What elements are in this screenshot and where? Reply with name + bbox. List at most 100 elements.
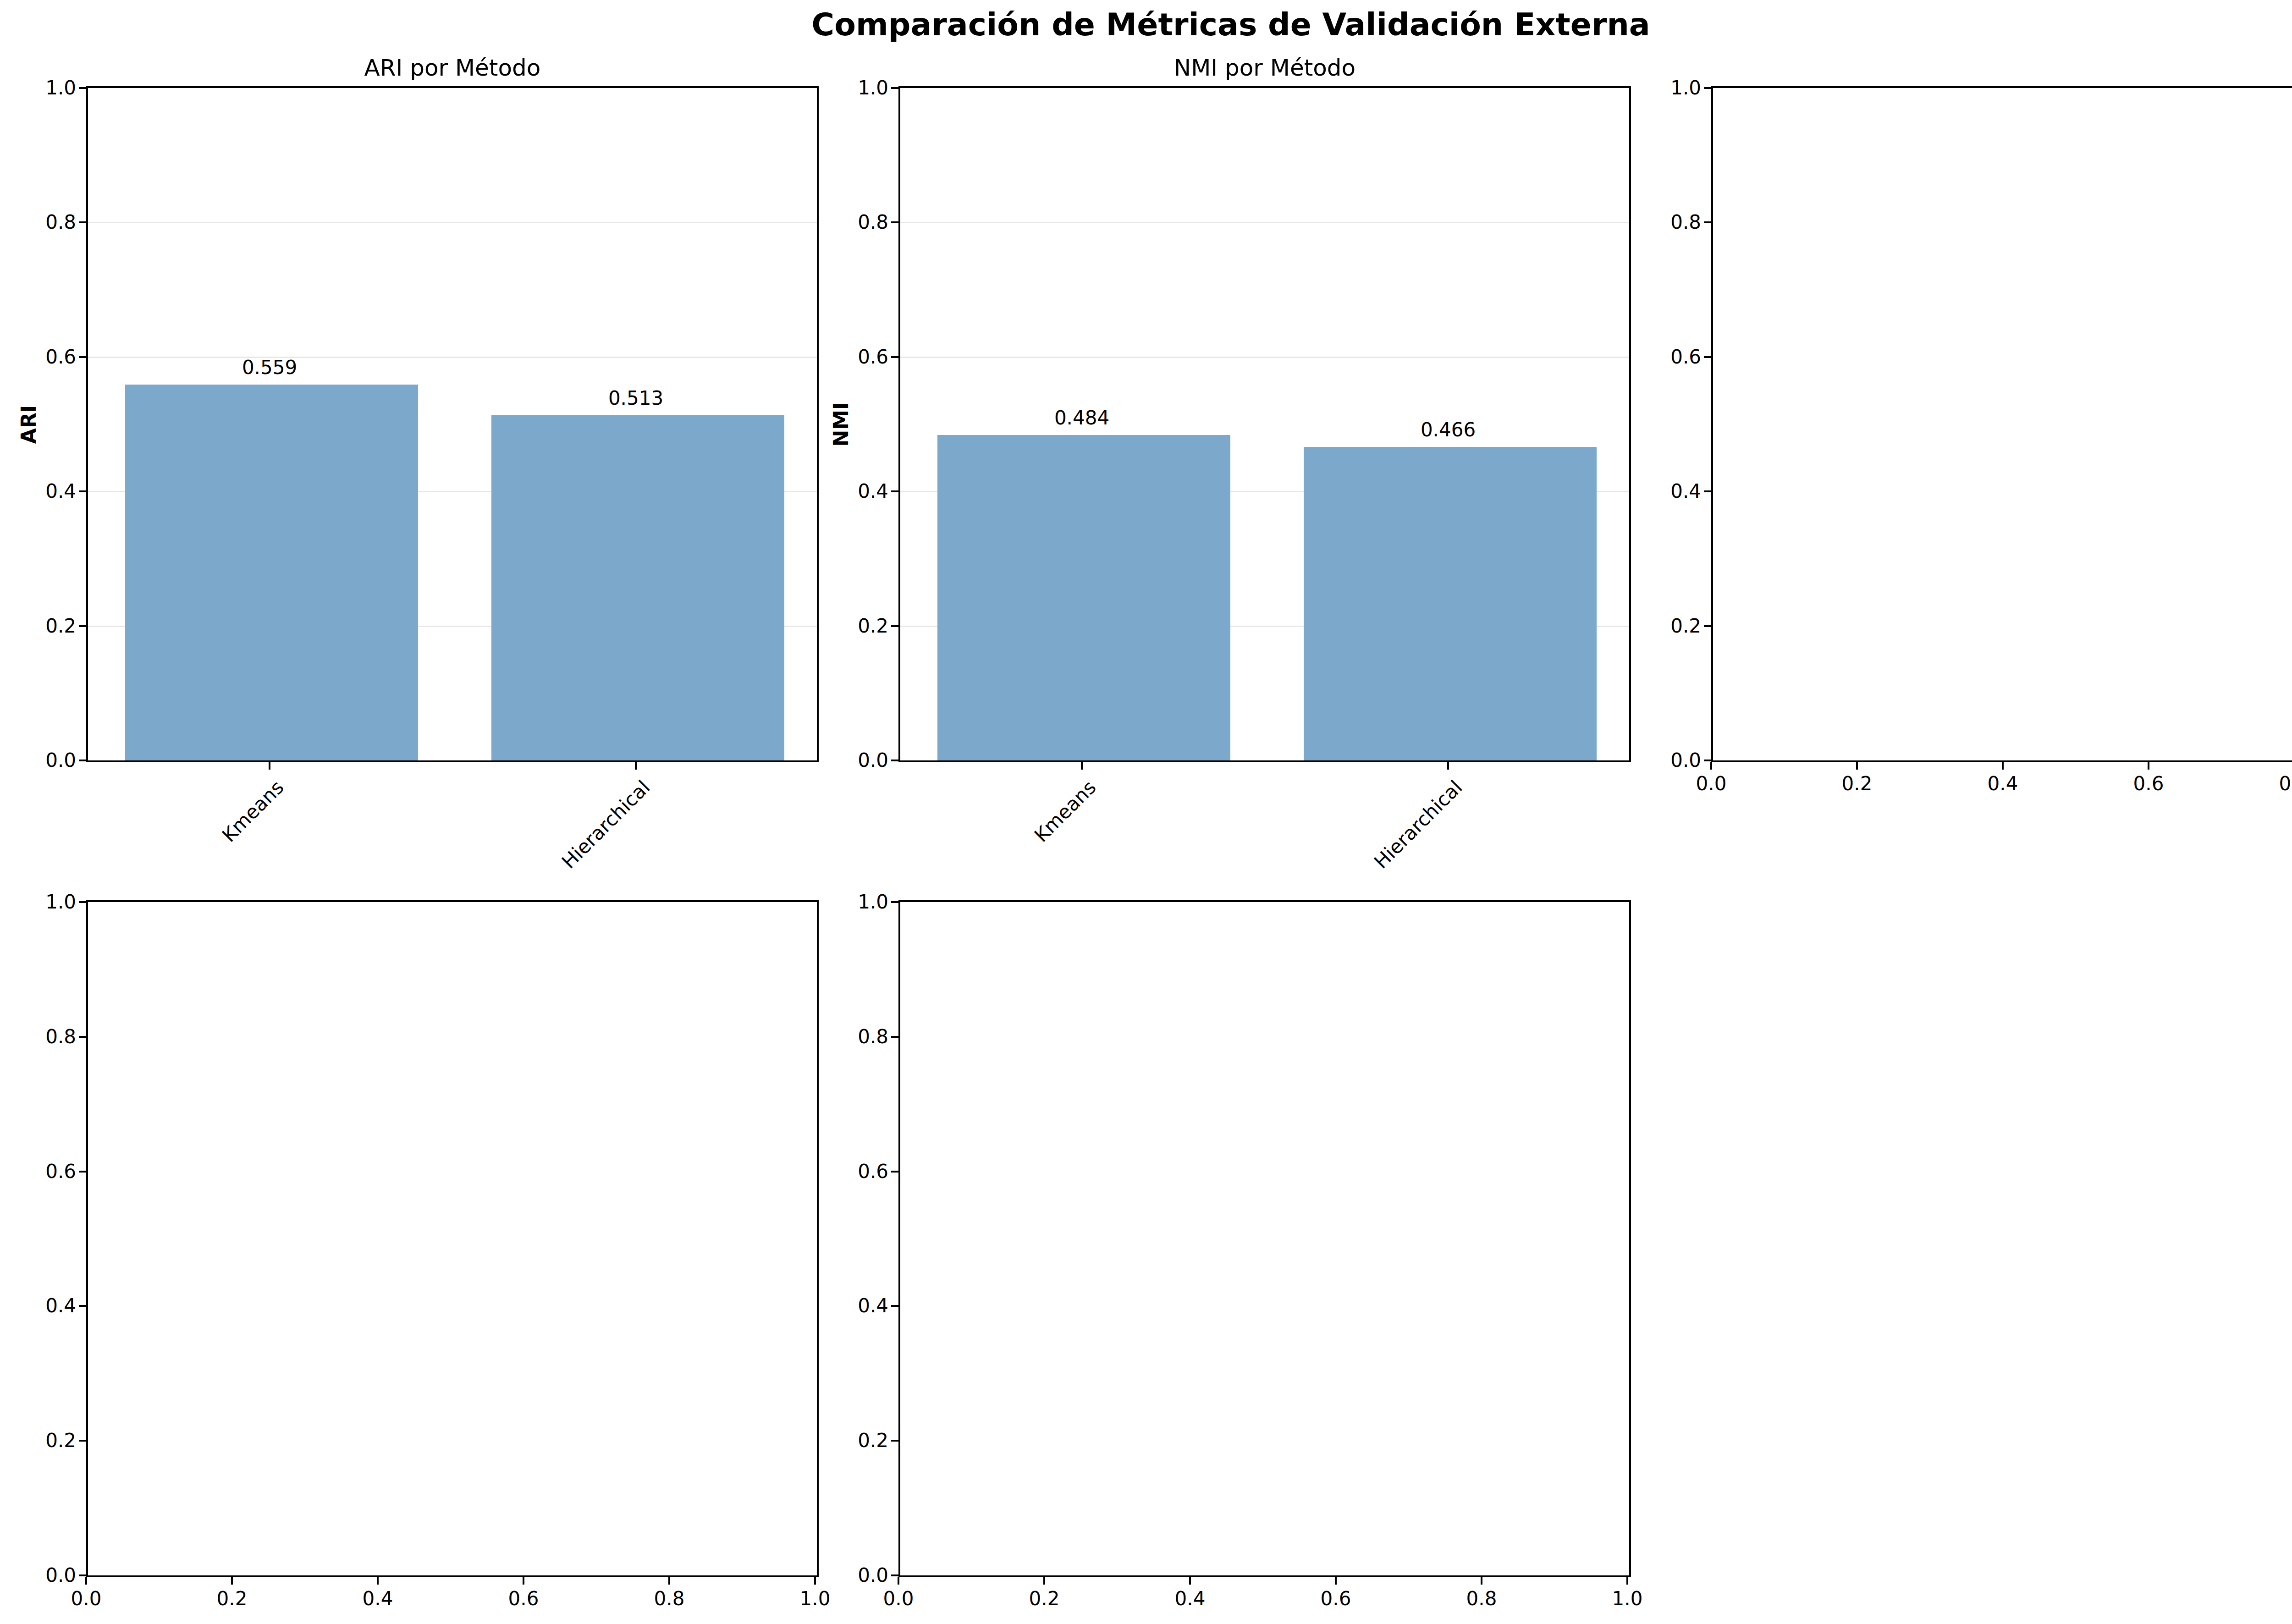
y-tick [79, 901, 86, 903]
y-tick-label: 0.0 [1564, 749, 1701, 772]
y-tick [79, 625, 86, 627]
x-tick-label: 0.2 [163, 1587, 301, 1610]
y-tick-label: 0.6 [1564, 346, 1701, 369]
x-tick-label: 0.2 [975, 1587, 1113, 1610]
x-tick-label: 0.8 [1413, 1587, 1550, 1610]
y-tick [79, 221, 86, 223]
x-tick-label: 0.0 [830, 1587, 967, 1610]
bar-hierarchical [491, 415, 784, 760]
y-tick-label: 0.4 [0, 1294, 76, 1317]
y-tick-label: 0.8 [751, 1025, 888, 1048]
y-tick [891, 625, 898, 627]
y-tick-label: 0.8 [0, 211, 76, 234]
x-tick [231, 1577, 233, 1585]
y-tick-label: 0.0 [0, 749, 76, 772]
x-tick-label: 0.6 [2080, 772, 2217, 795]
y-tick-label: 1.0 [0, 891, 76, 914]
y-tick [79, 87, 86, 89]
x-tick [668, 1577, 670, 1585]
x-tick [85, 1577, 87, 1585]
y-tick [79, 1440, 86, 1442]
x-tick-label: 0.6 [1267, 1587, 1405, 1610]
y-tick [891, 1036, 898, 1038]
plot-title-plot-ari: ARI por Método [86, 54, 819, 82]
y-tick [891, 87, 898, 89]
x-tick-label: 0.8 [601, 1587, 738, 1610]
y-tick-label: 1.0 [751, 891, 888, 914]
x-tick-label: 0.2 [1788, 772, 1926, 795]
x-tick-label: 1.0 [1559, 1587, 1696, 1610]
y-tick [1704, 221, 1711, 223]
x-tick [1481, 1577, 1482, 1585]
x-tick [1335, 1577, 1337, 1585]
y-tick-label: 0.4 [1564, 480, 1701, 503]
x-tick [898, 1577, 899, 1585]
y-tick-label: 0.4 [751, 480, 888, 503]
gridline [900, 222, 1629, 223]
y-tick-label: 0.2 [0, 615, 76, 638]
y-tick-label: 0.2 [751, 615, 888, 638]
bar-value-label: 0.484 [990, 407, 1174, 429]
x-tick [1626, 1577, 1628, 1585]
x-tick [1856, 762, 1858, 770]
gridline [88, 222, 817, 223]
y-tick [891, 221, 898, 223]
figure-suptitle: Comparación de Métricas de Validación Ex… [0, 6, 2292, 43]
y-tick-label: 1.0 [751, 77, 888, 99]
y-tick [79, 1305, 86, 1307]
x-tick [635, 762, 637, 770]
y-tick-label: 0.8 [1564, 211, 1701, 234]
y-tick [891, 901, 898, 903]
y-tick-label: 0.0 [751, 749, 888, 772]
axes-plot-ari [86, 86, 819, 762]
axes-empty-plot-2 [1711, 86, 2292, 762]
x-tick [1043, 1577, 1045, 1585]
y-tick [891, 1305, 898, 1307]
x-tick [2148, 762, 2149, 770]
y-tick-label: 0.0 [751, 1564, 888, 1587]
y-tick [79, 1574, 86, 1576]
x-tick-label-kmeans: Kmeans [218, 776, 289, 847]
y-tick [891, 490, 898, 492]
x-tick-label: 0.8 [2226, 772, 2292, 795]
y-tick [891, 1574, 898, 1576]
x-tick [377, 1577, 379, 1585]
y-tick [891, 760, 898, 761]
y-tick [891, 1171, 898, 1173]
x-tick [1081, 762, 1083, 770]
x-tick [1189, 1577, 1191, 1585]
x-tick-label: 0.4 [1934, 772, 2072, 795]
y-tick-label: 0.2 [0, 1429, 76, 1452]
y-tick-label: 1.0 [0, 77, 76, 99]
y-tick-label: 0.2 [751, 1429, 888, 1452]
x-tick-label: 0.6 [455, 1587, 592, 1610]
bar-hierarchical [1304, 447, 1597, 760]
x-tick [269, 762, 270, 770]
y-tick-label: 0.6 [0, 1160, 76, 1183]
y-tick [79, 356, 86, 358]
y-tick [79, 1036, 86, 1038]
bar-value-label: 0.513 [544, 387, 727, 410]
plot-title-plot-nmi: NMI por Método [898, 54, 1631, 82]
y-tick-label: 0.8 [0, 1025, 76, 1048]
y-axis-label-nmi: NMI [828, 333, 854, 516]
y-tick [1704, 87, 1711, 89]
x-tick-label-hierarchical: Hierarchical [557, 776, 655, 873]
y-tick [79, 1171, 86, 1173]
y-tick [1704, 625, 1711, 627]
axes-empty-plot-3 [86, 900, 819, 1577]
y-tick-label: 0.6 [751, 346, 888, 369]
y-axis-label-ari: ARI [16, 333, 42, 516]
gridline [900, 357, 1629, 358]
y-tick-label: 0.6 [751, 1160, 888, 1183]
y-tick-label: 0.4 [751, 1294, 888, 1317]
y-tick-label: 0.0 [0, 1564, 76, 1587]
bar-kmeans [125, 385, 418, 760]
y-tick [1704, 356, 1711, 358]
bar-value-label: 0.466 [1356, 418, 1540, 441]
y-tick [79, 760, 86, 761]
y-tick-label: 0.8 [751, 211, 888, 234]
y-tick [79, 490, 86, 492]
x-tick-label: 0.4 [1121, 1587, 1259, 1610]
x-tick [523, 1577, 524, 1585]
